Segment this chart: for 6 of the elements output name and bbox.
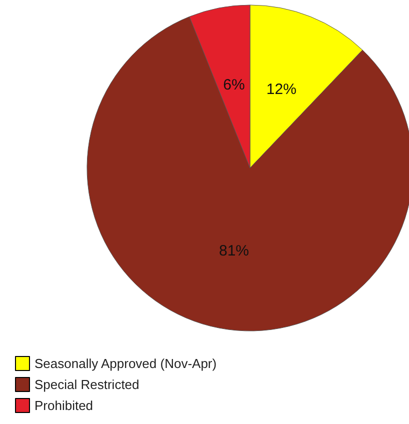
data-label: 6%: [223, 76, 245, 94]
legend-label: Prohibited: [34, 398, 94, 413]
legend-label: Special Restricted: [34, 377, 140, 392]
data-label: 81%: [218, 242, 250, 260]
legend-label: Seasonally Approved (Nov-Apr): [34, 356, 217, 371]
data-label: 12%: [266, 81, 296, 98]
